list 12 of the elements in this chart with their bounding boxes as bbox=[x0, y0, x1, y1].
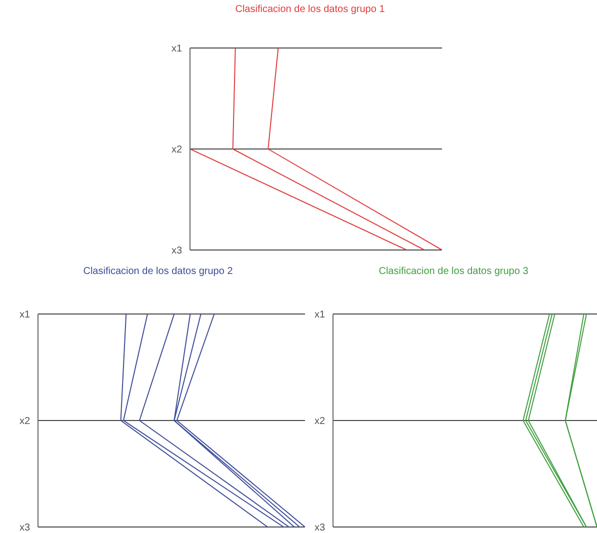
y-tick-label: x2 bbox=[314, 416, 326, 428]
y-tick-label: x3 bbox=[314, 522, 326, 533]
y-tick-label: x1 bbox=[314, 310, 326, 321]
y-tick-label: x3 bbox=[171, 246, 182, 257]
chart-title: Clasificacion de los datos grupo 3 bbox=[378, 266, 530, 277]
chart-title: Clasificacion de los datos grupo 2 bbox=[82, 266, 234, 277]
y-tick-label: x1 bbox=[19, 310, 30, 321]
y-tick-label: x2 bbox=[19, 416, 30, 428]
y-tick-label: x3 bbox=[19, 522, 30, 533]
chart-title: Clasificacion de los datos grupo 1 bbox=[234, 4, 386, 15]
y-tick-label: x2 bbox=[171, 144, 182, 156]
y-tick-label: x1 bbox=[171, 44, 182, 55]
